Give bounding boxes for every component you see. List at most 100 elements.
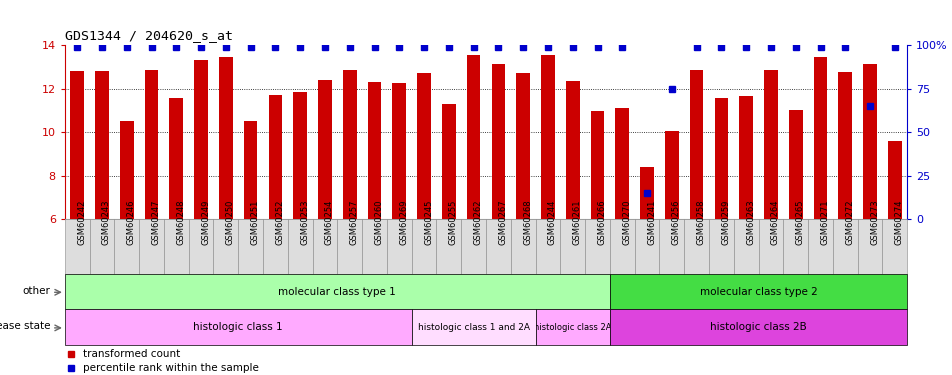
Bar	[838, 72, 851, 219]
Bar	[659, 219, 684, 274]
Bar	[362, 219, 387, 274]
Text: GSM60241: GSM60241	[646, 200, 655, 245]
Bar	[293, 92, 307, 219]
Bar	[887, 141, 901, 219]
Text: GSM60252: GSM60252	[275, 200, 284, 245]
Bar	[788, 110, 802, 219]
Text: molecular class type 1: molecular class type 1	[278, 286, 396, 297]
Bar	[95, 71, 109, 219]
Bar	[807, 219, 832, 274]
Bar	[560, 219, 585, 274]
Text: GSM60248: GSM60248	[176, 200, 185, 245]
Bar	[714, 98, 727, 219]
Text: GSM60258: GSM60258	[696, 200, 704, 245]
Bar	[139, 219, 164, 274]
Bar	[733, 219, 758, 274]
Bar	[114, 219, 139, 274]
Bar	[689, 70, 703, 219]
Bar	[510, 219, 535, 274]
Bar	[367, 82, 381, 219]
Bar	[590, 111, 604, 219]
Text: GSM60256: GSM60256	[671, 200, 680, 245]
Bar	[466, 55, 480, 219]
FancyBboxPatch shape	[609, 309, 906, 345]
Bar	[417, 74, 430, 219]
Text: histologic class 2B: histologic class 2B	[709, 322, 806, 332]
Text: GSM60265: GSM60265	[795, 200, 803, 245]
Bar	[832, 219, 857, 274]
Text: GSM60251: GSM60251	[250, 200, 259, 245]
Bar	[758, 219, 783, 274]
Text: GSM60261: GSM60261	[572, 200, 581, 245]
Text: GSM60246: GSM60246	[127, 200, 135, 245]
Bar	[486, 219, 510, 274]
Bar	[337, 219, 362, 274]
Text: GSM60245: GSM60245	[424, 200, 432, 245]
Text: GSM60264: GSM60264	[770, 200, 779, 245]
Bar	[516, 74, 529, 219]
Text: GSM60253: GSM60253	[300, 200, 308, 245]
Text: GSM60260: GSM60260	[374, 200, 383, 245]
Bar	[288, 219, 312, 274]
Bar	[857, 219, 882, 274]
Bar	[609, 219, 634, 274]
Bar	[65, 219, 89, 274]
Bar	[188, 219, 213, 274]
Text: GSM60273: GSM60273	[869, 199, 878, 245]
Bar	[442, 104, 455, 219]
Text: GSM60262: GSM60262	[473, 200, 482, 245]
Bar	[535, 219, 560, 274]
Text: molecular class type 2: molecular class type 2	[699, 286, 817, 297]
Bar	[708, 219, 733, 274]
Text: GSM60249: GSM60249	[201, 200, 209, 245]
Bar	[664, 131, 678, 219]
Bar	[343, 70, 356, 219]
Bar	[120, 121, 133, 219]
Bar	[318, 80, 331, 219]
Bar	[164, 219, 188, 274]
Bar	[541, 55, 554, 219]
Bar	[863, 63, 876, 219]
Text: GSM60270: GSM60270	[622, 200, 630, 245]
FancyBboxPatch shape	[535, 309, 609, 345]
Bar	[244, 121, 257, 219]
Text: GSM60271: GSM60271	[820, 200, 828, 245]
Bar	[70, 71, 84, 219]
Text: GSM60272: GSM60272	[844, 200, 853, 245]
Text: GSM60250: GSM60250	[226, 200, 234, 245]
Text: GSM60247: GSM60247	[151, 200, 160, 245]
Bar	[764, 70, 777, 219]
Bar	[640, 167, 653, 219]
FancyBboxPatch shape	[65, 309, 411, 345]
Text: GSM60267: GSM60267	[498, 199, 506, 245]
Bar	[263, 219, 288, 274]
Text: GSM60266: GSM60266	[597, 199, 605, 245]
Text: GSM60274: GSM60274	[894, 200, 902, 245]
Bar	[411, 219, 436, 274]
Text: other: other	[23, 286, 50, 296]
Bar	[194, 60, 208, 219]
Text: GSM60254: GSM60254	[325, 200, 333, 245]
FancyBboxPatch shape	[609, 274, 906, 309]
Text: GSM60268: GSM60268	[523, 199, 531, 245]
Text: GSM60255: GSM60255	[448, 200, 457, 245]
Bar	[169, 98, 183, 219]
Bar	[491, 63, 505, 219]
Bar	[615, 108, 628, 219]
Text: GDS1344 / 204620_s_at: GDS1344 / 204620_s_at	[65, 30, 232, 42]
Text: disease state: disease state	[0, 321, 50, 332]
Text: GSM60242: GSM60242	[77, 200, 86, 245]
Bar	[312, 219, 337, 274]
Bar	[684, 219, 708, 274]
FancyBboxPatch shape	[411, 309, 535, 345]
Bar	[813, 57, 826, 219]
Bar	[238, 219, 263, 274]
Text: histologic class 1 and 2A: histologic class 1 and 2A	[417, 322, 529, 332]
FancyBboxPatch shape	[65, 274, 609, 309]
Text: percentile rank within the sample: percentile rank within the sample	[83, 363, 259, 374]
Bar	[392, 83, 406, 219]
Bar	[783, 219, 807, 274]
Text: histologic class 1: histologic class 1	[193, 322, 283, 332]
Text: histologic class 2A: histologic class 2A	[533, 322, 611, 332]
Bar	[585, 219, 609, 274]
